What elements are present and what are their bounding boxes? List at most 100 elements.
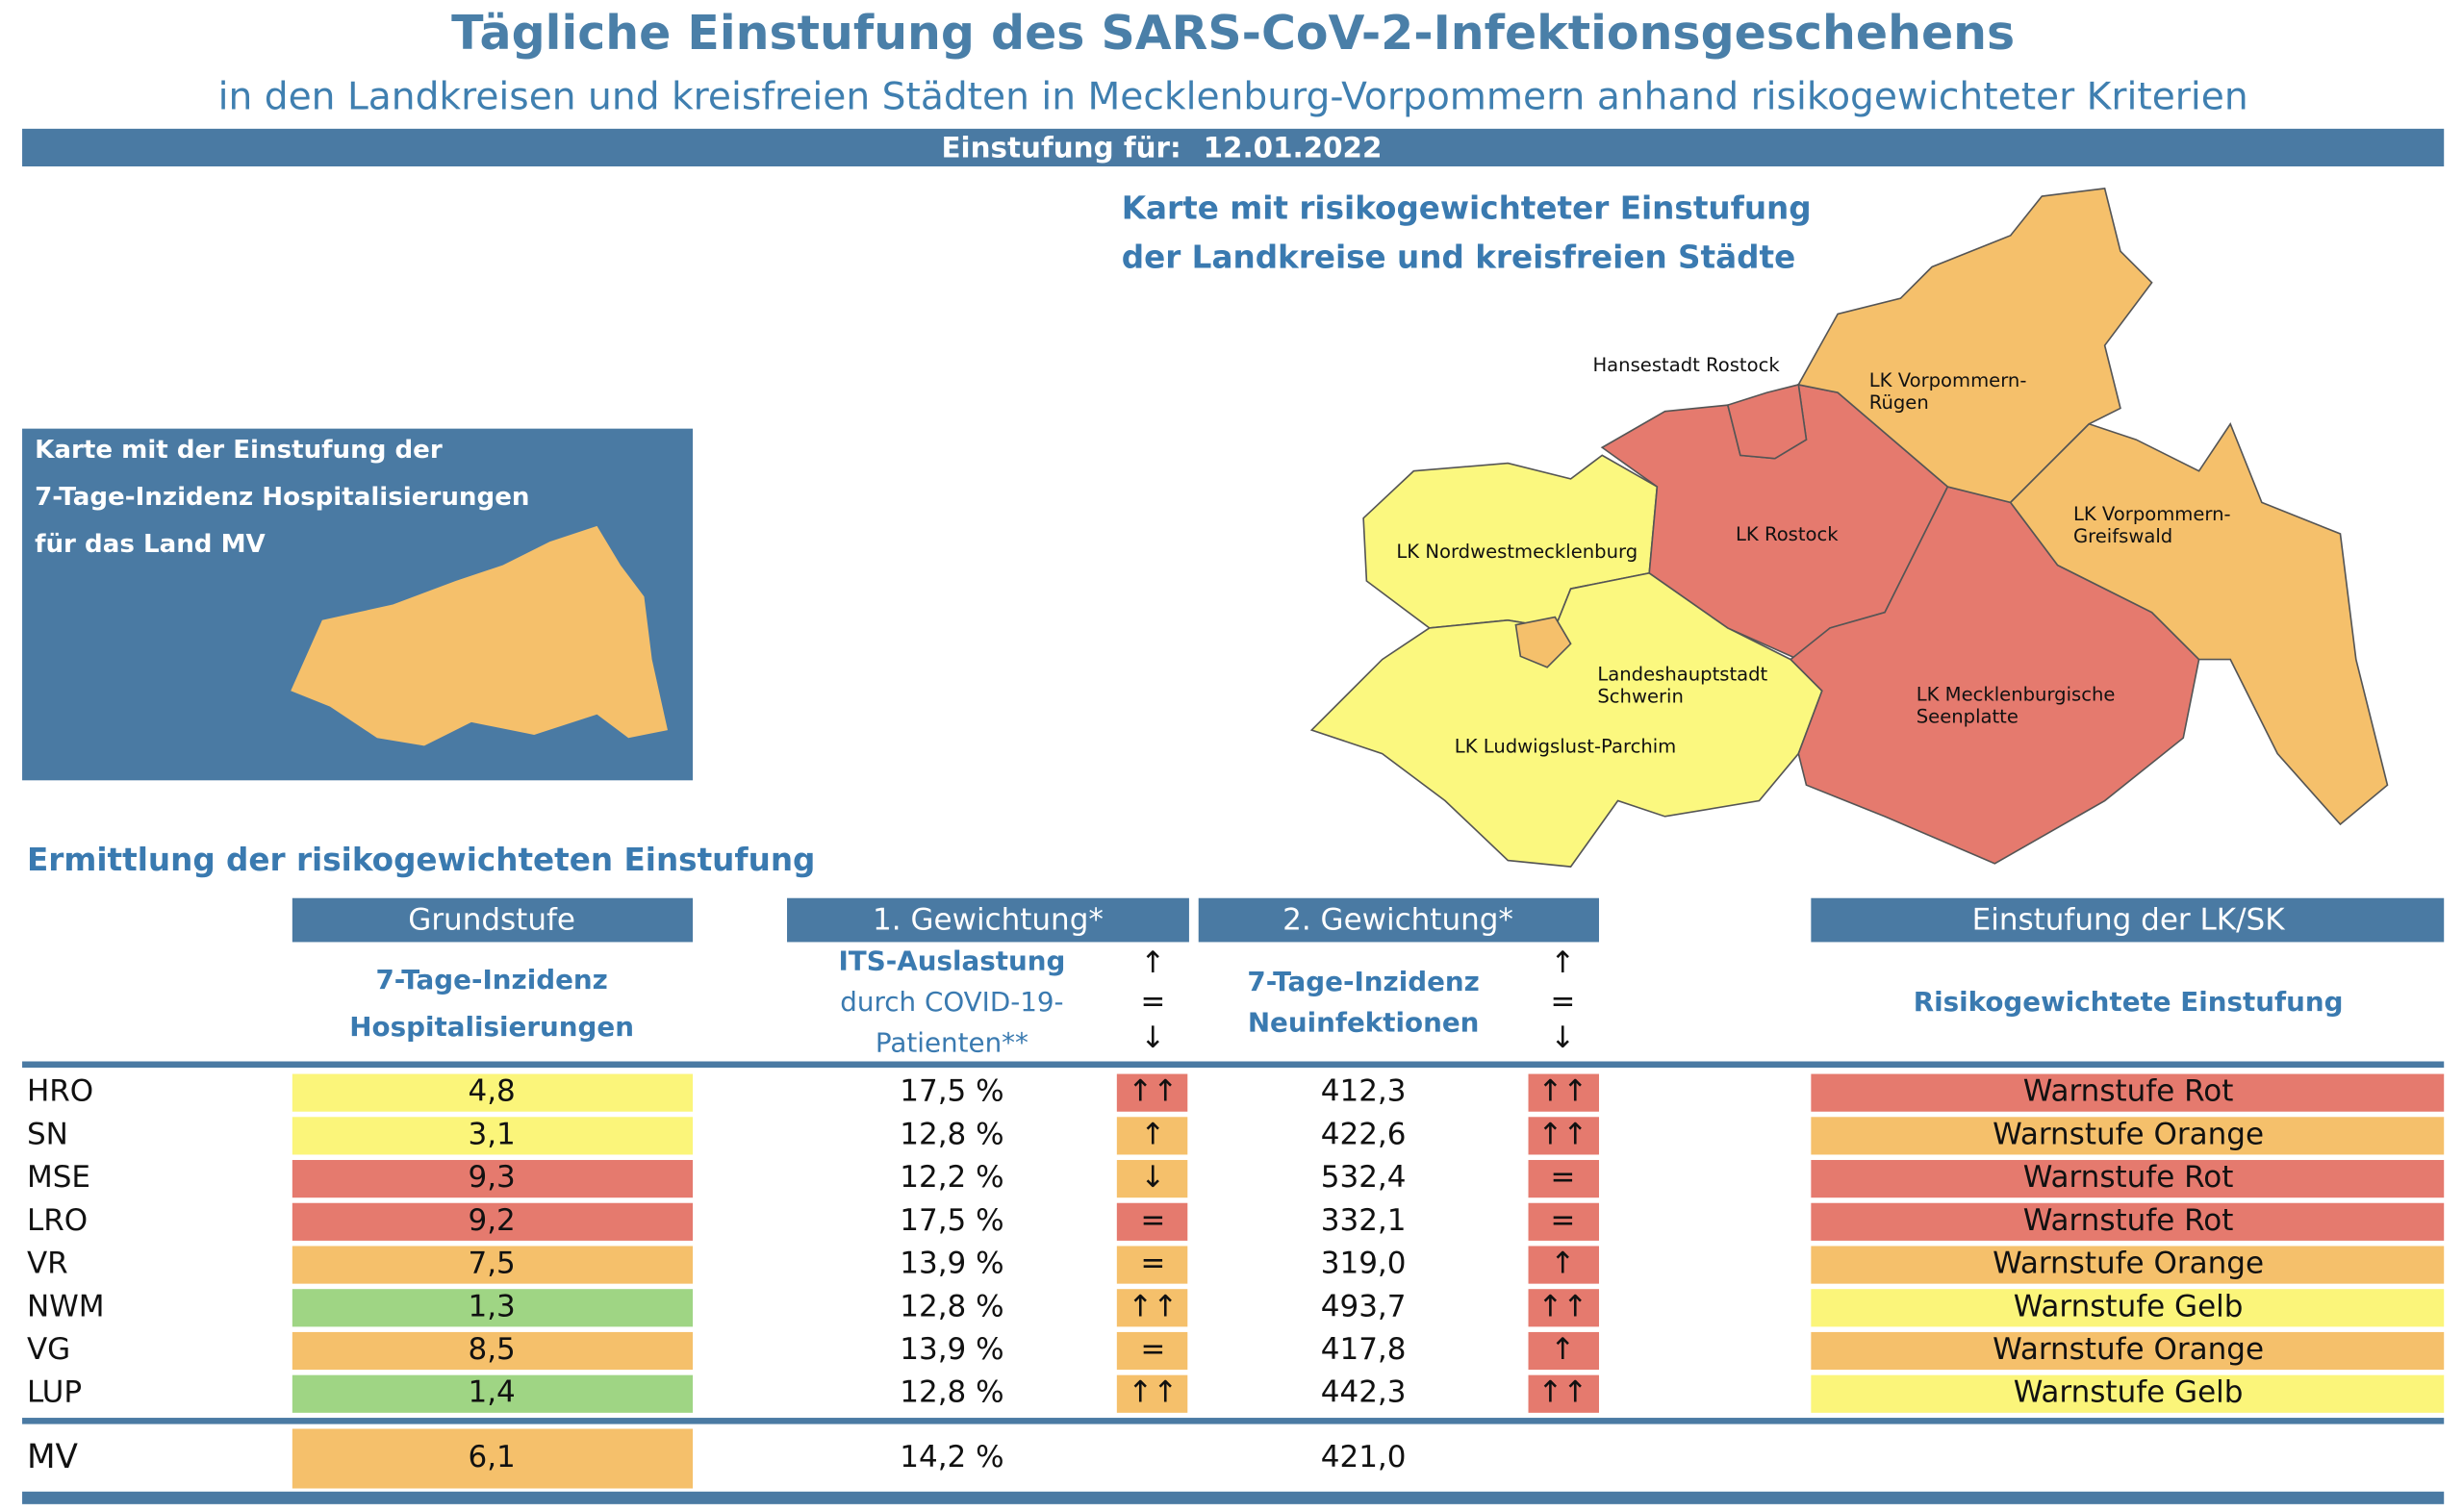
neu-value: 417,8	[1321, 1332, 1407, 1367]
hosp-cell	[292, 1117, 694, 1155]
its-trend: =	[1140, 1247, 1165, 1281]
subtitle: in den Landkreisen und kreisfreien Städt…	[218, 75, 2248, 118]
region-sn	[1514, 616, 1572, 668]
map-label: LK Nordwestmecklenburg	[1396, 541, 1638, 563]
header-bar	[787, 897, 1189, 943]
state-box-text: für das Land MV	[35, 530, 266, 559]
header-bar	[292, 897, 694, 943]
subheader: 7-Tage-Inzidenz	[1247, 966, 1479, 997]
trend-legend: ↑	[1140, 945, 1165, 980]
its-value: 12,2 %	[900, 1160, 1003, 1195]
separator	[22, 1061, 2445, 1069]
subheader: Patienten**	[876, 1027, 1028, 1059]
hosp-value: 6,1	[468, 1440, 515, 1474]
stufe: Warnstufe Orange	[1993, 1117, 2264, 1151]
neu-trend: =	[1550, 1203, 1575, 1238]
its-trend: ↓	[1140, 1160, 1165, 1195]
hosp-cell	[292, 1331, 694, 1371]
hosp-value: 1,3	[468, 1289, 515, 1323]
map-label: LK Mecklenburgische	[1917, 684, 2116, 706]
its-trend: ↑	[1140, 1117, 1165, 1151]
neu-trend: =	[1550, 1160, 1575, 1195]
neu-trend: ↑↑	[1537, 1375, 1587, 1410]
map-label: LK Vorpommern-	[1869, 369, 2027, 391]
hosp-cell	[292, 1202, 694, 1241]
neu-value: 421,0	[1321, 1440, 1407, 1474]
its-value: 17,5 %	[900, 1203, 1003, 1238]
date-label: Einstufung für:	[941, 132, 1181, 164]
row-name: LRO	[27, 1203, 88, 1238]
its-trend-cell	[1116, 1160, 1188, 1198]
its-trend-cell	[1116, 1374, 1188, 1413]
hosp-value: 9,3	[468, 1160, 515, 1195]
its-trend-cell	[1116, 1246, 1188, 1284]
hosp-cell	[292, 1428, 694, 1489]
state-box-text: 7-Tage-Inzidenz Hospitalisierungen	[35, 483, 529, 512]
stufe-cell	[1811, 1160, 2445, 1198]
stufe-cell	[1811, 1246, 2445, 1284]
hosp-value: 9,2	[468, 1203, 515, 1238]
region-hro	[1726, 383, 1808, 460]
hosp-cell	[292, 1374, 694, 1413]
map-label: Hansestadt Rostock	[1592, 354, 1780, 376]
stufe-cell	[1811, 1117, 2445, 1155]
stufe: Warnstufe Gelb	[2014, 1375, 2244, 1410]
stufe: Warnstufe Rot	[2023, 1074, 2234, 1109]
region-vg	[2009, 422, 2389, 826]
stufe-cell	[1811, 1289, 2445, 1327]
its-trend: ↑↑	[1128, 1375, 1178, 1410]
separator	[22, 1418, 2445, 1424]
neu-value: 422,6	[1321, 1117, 1407, 1151]
its-value: 14,2 %	[900, 1440, 1003, 1474]
hosp-cell	[292, 1073, 694, 1112]
hosp-value: 3,1	[468, 1117, 515, 1151]
neu-trend: ↑↑	[1537, 1074, 1587, 1109]
header-bar	[1811, 897, 2445, 943]
its-value: 12,8 %	[900, 1375, 1003, 1410]
map-label: LK Ludwigslust-Parchim	[1455, 736, 1676, 758]
neu-value: 532,4	[1321, 1160, 1407, 1195]
map-label: Greifswald	[2073, 525, 2172, 547]
its-value: 12,8 %	[900, 1117, 1003, 1151]
district-map	[1309, 187, 2389, 868]
its-value: 13,9 %	[900, 1332, 1003, 1367]
its-trend-cell	[1116, 1289, 1188, 1327]
stufe-cell	[1811, 1073, 2445, 1112]
row-name: HRO	[27, 1074, 93, 1109]
neu-trend-cell	[1528, 1202, 1599, 1241]
header: 1. Gewichtung*	[873, 903, 1104, 938]
its-trend: =	[1140, 1332, 1165, 1367]
region-mse	[1789, 486, 2200, 865]
hosp-value: 4,8	[468, 1074, 515, 1109]
hosp-cell	[292, 1246, 694, 1284]
footer-bar	[22, 1491, 2445, 1504]
hosp-cell	[292, 1160, 694, 1198]
trend-legend: ↑	[1550, 945, 1575, 980]
its-trend-cell	[1116, 1117, 1188, 1155]
subheader: ITS-Auslastung	[838, 945, 1065, 977]
subheader: Risikogewichtete Einstufung	[1914, 986, 2344, 1018]
subheader: durch COVID-19-	[840, 986, 1063, 1018]
stufe: Warnstufe Rot	[2023, 1160, 2234, 1195]
date: 12.01.2022	[1204, 132, 1383, 164]
neu-value: 493,7	[1321, 1289, 1407, 1323]
map-label: Rügen	[1869, 391, 1929, 414]
its-trend-cell	[1116, 1202, 1188, 1241]
map-title: Karte mit risikogewichteter Einstufung	[1122, 190, 1812, 227]
date-bar	[22, 128, 2445, 167]
row-name: VR	[27, 1247, 68, 1281]
its-trend: ↑↑	[1128, 1074, 1178, 1109]
neu-value: 319,0	[1321, 1247, 1407, 1281]
row-name: LUP	[27, 1375, 82, 1410]
map-label: Seenplatte	[1917, 706, 2019, 728]
row-name: NWM	[27, 1289, 105, 1323]
subheader: Hospitalisierungen	[349, 1011, 634, 1043]
section-title: Ermittlung der risikogewichteten Einstuf…	[27, 842, 815, 878]
trend-legend: ↓	[1550, 1021, 1575, 1055]
stufe: Warnstufe Orange	[1993, 1332, 2264, 1367]
neu-trend-cell	[1528, 1160, 1599, 1198]
hosp-value: 8,5	[468, 1332, 515, 1367]
